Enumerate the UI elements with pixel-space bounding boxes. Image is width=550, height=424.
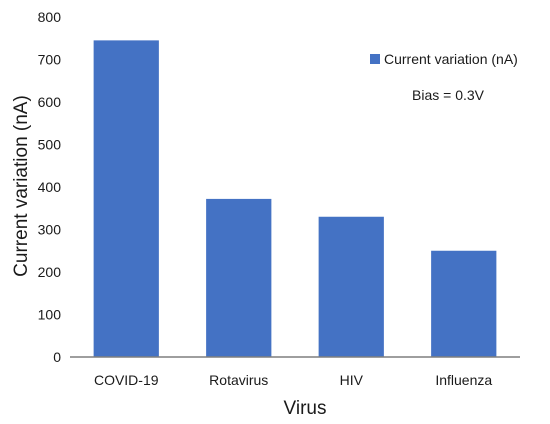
y-tick-label: 500	[38, 137, 62, 153]
legend-label: Current variation (nA)	[384, 51, 518, 67]
y-axis-title: Current variation (nA)	[11, 95, 32, 277]
x-category-label: Rotavirus	[209, 372, 268, 388]
y-tick-label: 300	[38, 222, 62, 238]
y-tick-label: 0	[53, 349, 61, 365]
y-tick-label: 700	[38, 52, 62, 68]
legend: Current variation (nA)	[370, 51, 518, 67]
x-category-label: HIV	[340, 372, 364, 388]
legend-swatch	[370, 54, 380, 64]
y-tick-label: 400	[38, 179, 62, 195]
bar-rotavirus	[206, 198, 272, 357]
bar-hiv	[318, 216, 384, 357]
y-tick-label: 600	[38, 94, 62, 110]
bar-covid-19	[93, 40, 159, 357]
y-tick-label: 200	[38, 264, 62, 280]
bars	[93, 40, 497, 357]
y-axis-ticks: 0 100 200 300 400 500 600 700 800	[38, 9, 62, 365]
y-tick-label: 800	[38, 9, 62, 25]
x-axis-title: Virus	[284, 398, 327, 419]
x-category-label: Influenza	[435, 372, 492, 388]
bar-influenza	[431, 250, 497, 357]
bias-annotation: Bias = 0.3V	[412, 87, 485, 103]
y-tick-label: 100	[38, 307, 62, 323]
x-category-label: COVID-19	[94, 372, 159, 388]
x-axis-categories: COVID-19 Rotavirus HIV Influenza	[94, 372, 492, 388]
